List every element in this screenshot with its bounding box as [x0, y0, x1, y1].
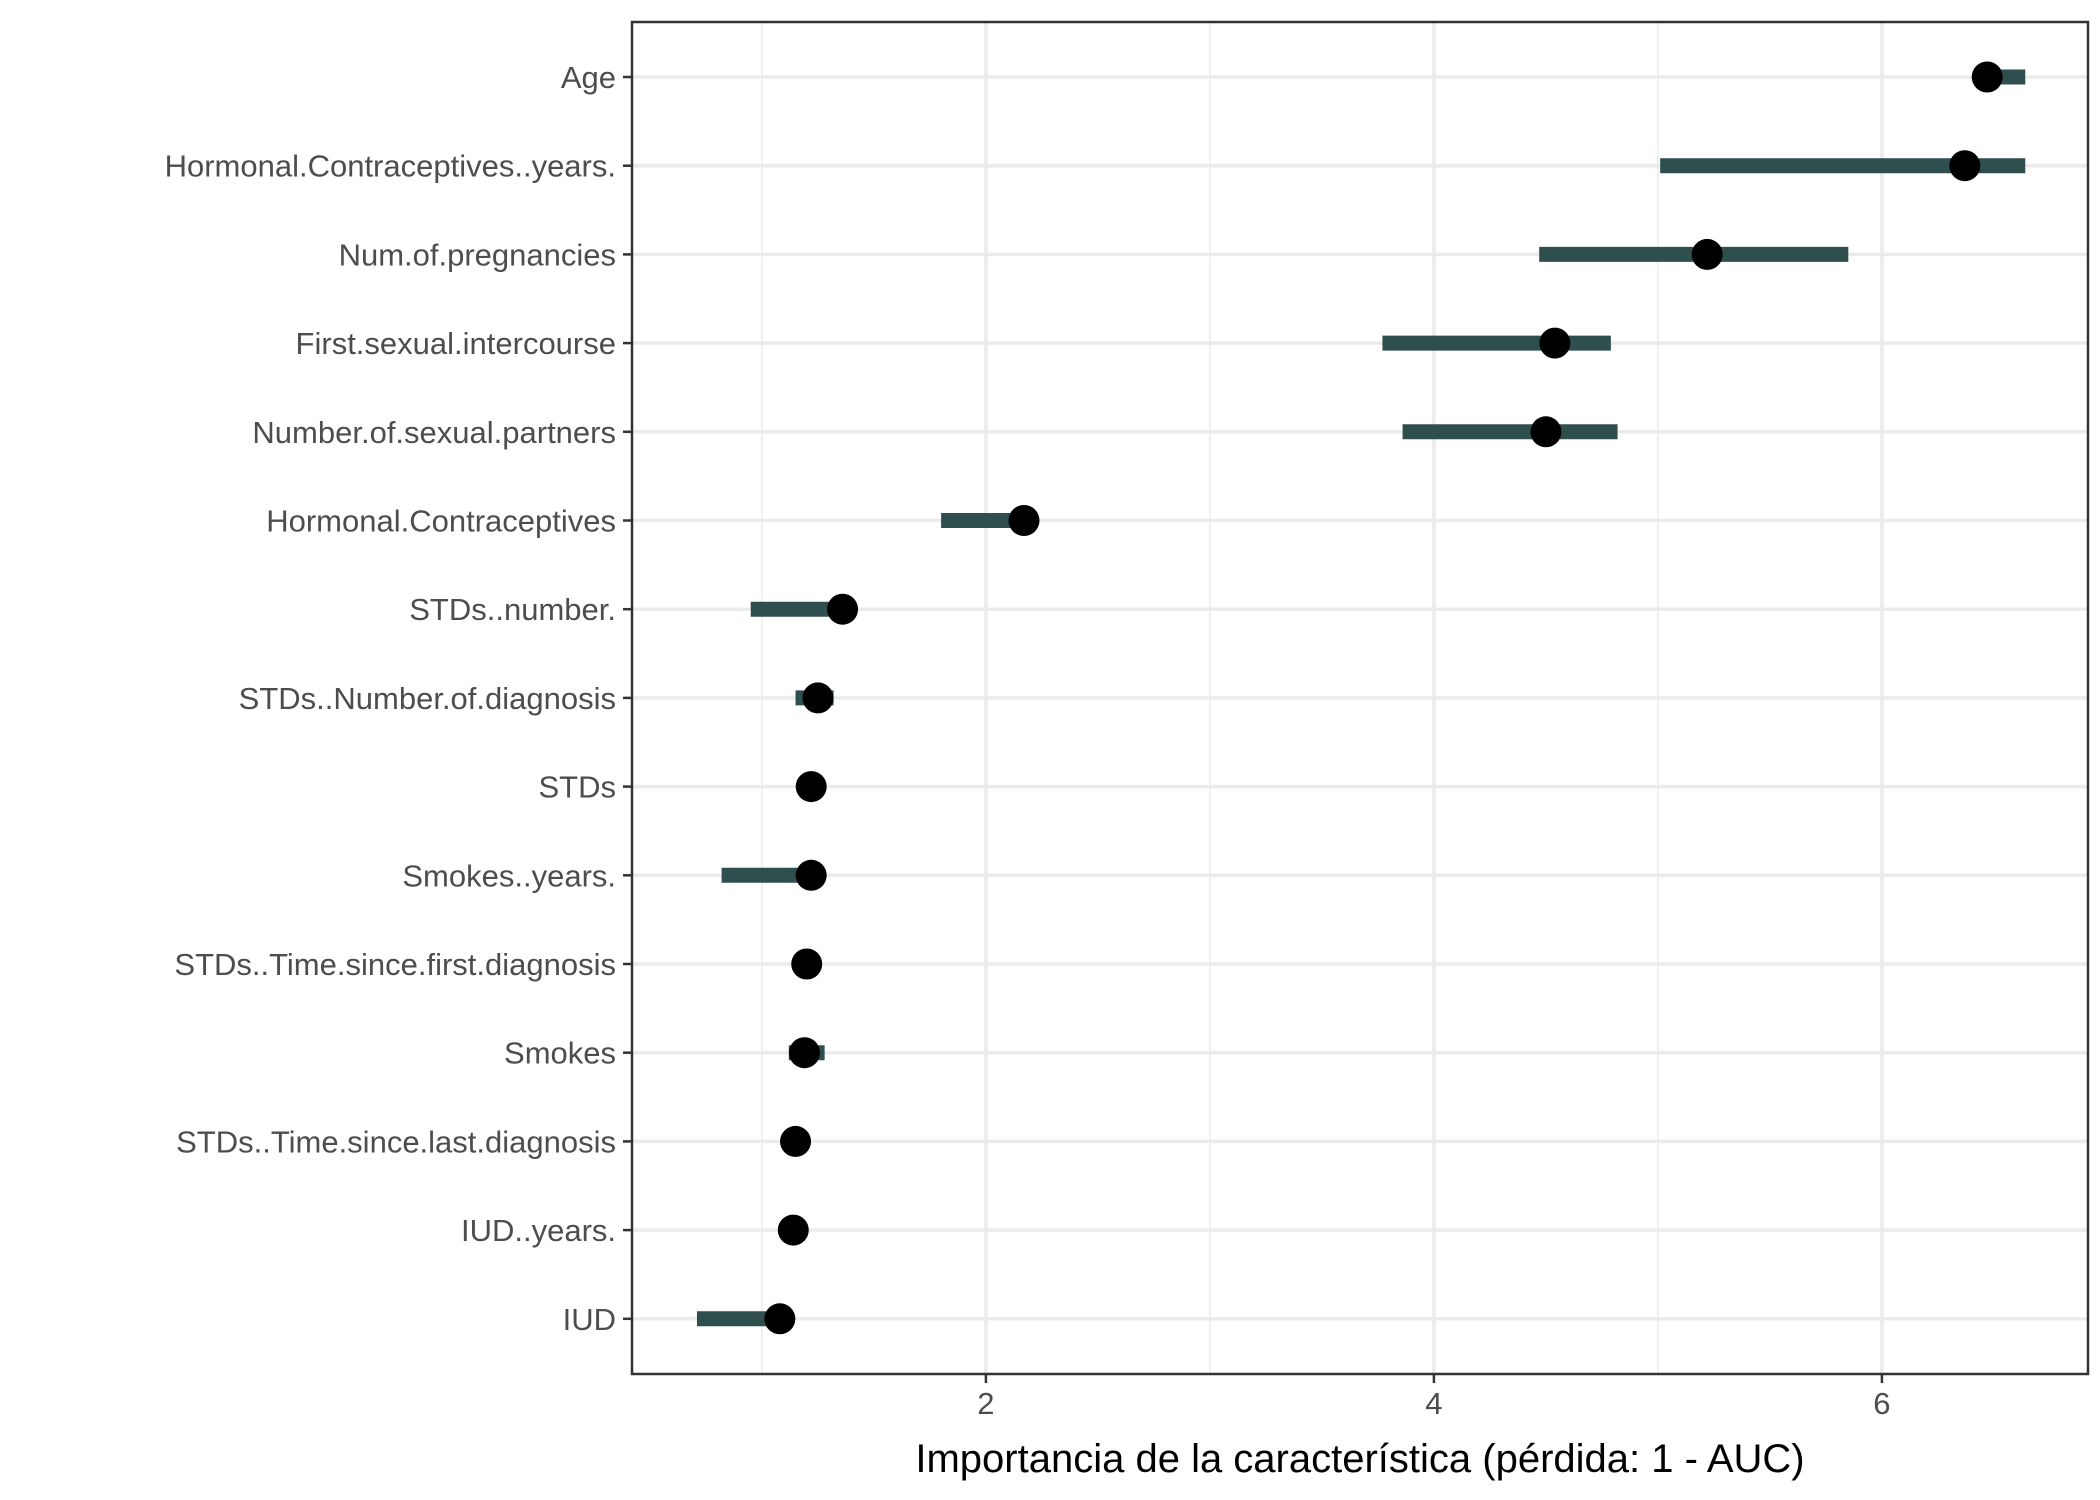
y-tick-label: Num.of.pregnancies: [339, 237, 616, 272]
importance-point: [1949, 150, 1981, 182]
y-tick-label: IUD: [563, 1302, 616, 1337]
importance-point: [795, 771, 827, 803]
y-tick-label: Smokes: [504, 1036, 616, 1071]
y-tick-label: Hormonal.Contraceptives..years.: [165, 149, 616, 184]
y-tick-label: First.sexual.intercourse: [296, 326, 616, 361]
y-tick-label: Number.of.sexual.partners: [252, 415, 616, 450]
importance-point: [1971, 61, 2003, 93]
y-tick-label: Hormonal.Contraceptives: [266, 504, 616, 539]
y-tick-label: Smokes..years.: [402, 858, 616, 893]
point-layer: [764, 61, 2003, 1335]
grid-layer: [632, 22, 2088, 1374]
importance-point: [1530, 416, 1562, 448]
y-tick-label: STDs..number.: [409, 592, 616, 627]
importance-point: [764, 1303, 796, 1335]
y-tick-label: Age: [561, 60, 616, 95]
importance-point: [788, 1037, 820, 1069]
x-tick-label: 4: [1425, 1386, 1442, 1421]
importance-point: [777, 1214, 809, 1246]
x-axis: 2 4 6: [977, 1374, 1891, 1421]
importance-point: [795, 859, 827, 891]
importance-point: [780, 1125, 812, 1157]
importance-point: [1539, 327, 1571, 359]
y-tick-label: STDs: [539, 770, 617, 805]
y-axis: Age Hormonal.Contraceptives..years. Num.of…: [165, 60, 632, 1337]
importance-point: [791, 948, 823, 980]
importance-point: [1691, 238, 1723, 270]
importance-point: [802, 682, 834, 714]
x-axis-title: Importancia de la característica (pérdid…: [915, 1437, 1804, 1481]
x-tick-label: 6: [1873, 1386, 1890, 1421]
y-tick-label: IUD..years.: [461, 1213, 616, 1248]
importance-point: [1008, 505, 1040, 536]
importance-point: [827, 593, 859, 625]
y-tick-label: STDs..Time.since.last.diagnosis: [176, 1124, 616, 1159]
y-tick-label: STDs..Time.since.first.diagnosis: [174, 947, 616, 982]
y-tick-label: STDs..Number.of.diagnosis: [239, 681, 616, 716]
x-tick-label: 2: [977, 1386, 994, 1421]
